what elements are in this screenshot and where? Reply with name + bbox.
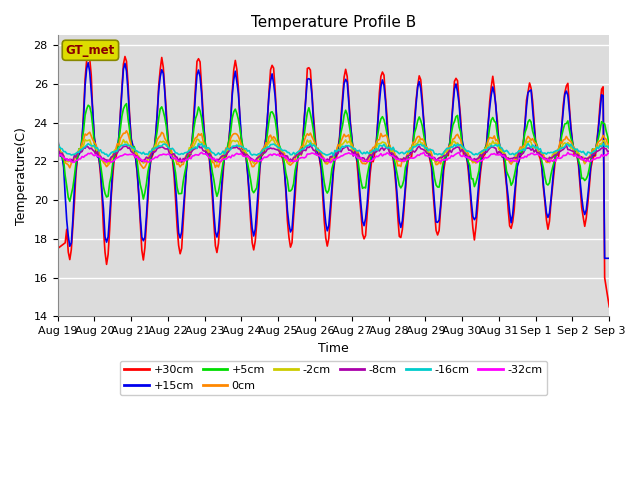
Line: -32cm: -32cm <box>58 152 609 163</box>
-2cm <box>69 159 77 165</box>
Line: -2cm: -2cm <box>58 139 609 164</box>
-16cm <box>401 150 409 156</box>
-32cm <box>54 152 61 157</box>
+5cm <box>605 143 613 149</box>
+15cm <box>605 255 613 261</box>
-16cm <box>605 145 613 151</box>
+15cm <box>369 151 377 156</box>
+5cm <box>70 174 78 180</box>
+5cm <box>401 165 409 170</box>
+30cm <box>388 150 396 156</box>
+15cm <box>54 134 61 140</box>
+15cm <box>388 152 396 157</box>
0cm <box>371 144 379 150</box>
-8cm <box>178 159 186 165</box>
-8cm <box>605 148 613 154</box>
-32cm <box>420 149 428 155</box>
0cm <box>389 145 397 151</box>
+30cm <box>84 49 92 55</box>
+5cm <box>54 138 61 144</box>
+15cm <box>601 255 609 261</box>
-16cm <box>69 152 77 157</box>
0cm <box>159 131 167 136</box>
-2cm <box>193 136 201 142</box>
Title: Temperature Profile B: Temperature Profile B <box>251 15 416 30</box>
0cm <box>54 138 61 144</box>
-2cm <box>158 139 166 145</box>
-8cm <box>369 150 377 156</box>
-8cm <box>54 147 61 153</box>
Line: +15cm: +15cm <box>58 63 609 258</box>
-32cm <box>388 153 396 158</box>
-2cm <box>54 146 61 152</box>
Line: -8cm: -8cm <box>58 145 609 162</box>
-32cm <box>69 159 77 165</box>
-2cm <box>104 161 112 167</box>
Line: +5cm: +5cm <box>58 104 609 202</box>
+15cm <box>400 202 408 207</box>
+30cm <box>400 208 408 214</box>
-8cm <box>400 155 408 161</box>
-16cm <box>158 143 166 149</box>
0cm <box>123 128 131 134</box>
-32cm <box>326 160 334 166</box>
+30cm <box>69 224 77 230</box>
Line: 0cm: 0cm <box>58 131 609 168</box>
0cm <box>69 158 77 164</box>
+5cm <box>371 149 379 155</box>
-16cm <box>371 148 379 154</box>
0cm <box>605 142 613 148</box>
-32cm <box>156 152 164 158</box>
Text: GT_met: GT_met <box>66 44 115 57</box>
0cm <box>140 166 147 171</box>
+5cm <box>389 152 397 158</box>
0cm <box>401 157 409 163</box>
-32cm <box>400 157 408 163</box>
0cm <box>541 156 548 162</box>
+15cm <box>158 67 166 72</box>
+5cm <box>66 199 74 204</box>
+15cm <box>540 181 547 187</box>
+5cm <box>541 174 548 180</box>
-8cm <box>563 142 570 148</box>
-2cm <box>371 147 379 153</box>
-16cm <box>389 144 397 150</box>
Y-axis label: Temperature(C): Temperature(C) <box>15 127 28 225</box>
+5cm <box>123 101 131 107</box>
+15cm <box>69 217 77 223</box>
-32cm <box>369 156 377 162</box>
+15cm <box>84 60 92 66</box>
-16cm <box>307 140 314 146</box>
+5cm <box>159 108 167 114</box>
-2cm <box>389 151 397 157</box>
-8cm <box>156 144 164 150</box>
+30cm <box>158 55 166 60</box>
-2cm <box>605 145 613 151</box>
X-axis label: Time: Time <box>318 342 349 355</box>
Legend: +30cm, +15cm, +5cm, 0cm, -2cm, -8cm, -16cm, -32cm: +30cm, +15cm, +5cm, 0cm, -2cm, -8cm, -16… <box>120 361 547 395</box>
-2cm <box>541 156 548 162</box>
-32cm <box>605 150 613 156</box>
-32cm <box>541 156 548 162</box>
-8cm <box>69 158 77 164</box>
-16cm <box>54 144 61 149</box>
Line: +30cm: +30cm <box>58 52 609 307</box>
-2cm <box>401 157 409 163</box>
+30cm <box>605 304 613 310</box>
+30cm <box>54 246 61 252</box>
+30cm <box>540 185 547 191</box>
-16cm <box>104 154 112 159</box>
-8cm <box>388 150 396 156</box>
-8cm <box>540 156 547 161</box>
+30cm <box>369 159 377 165</box>
Line: -16cm: -16cm <box>58 143 609 156</box>
-16cm <box>541 150 548 156</box>
